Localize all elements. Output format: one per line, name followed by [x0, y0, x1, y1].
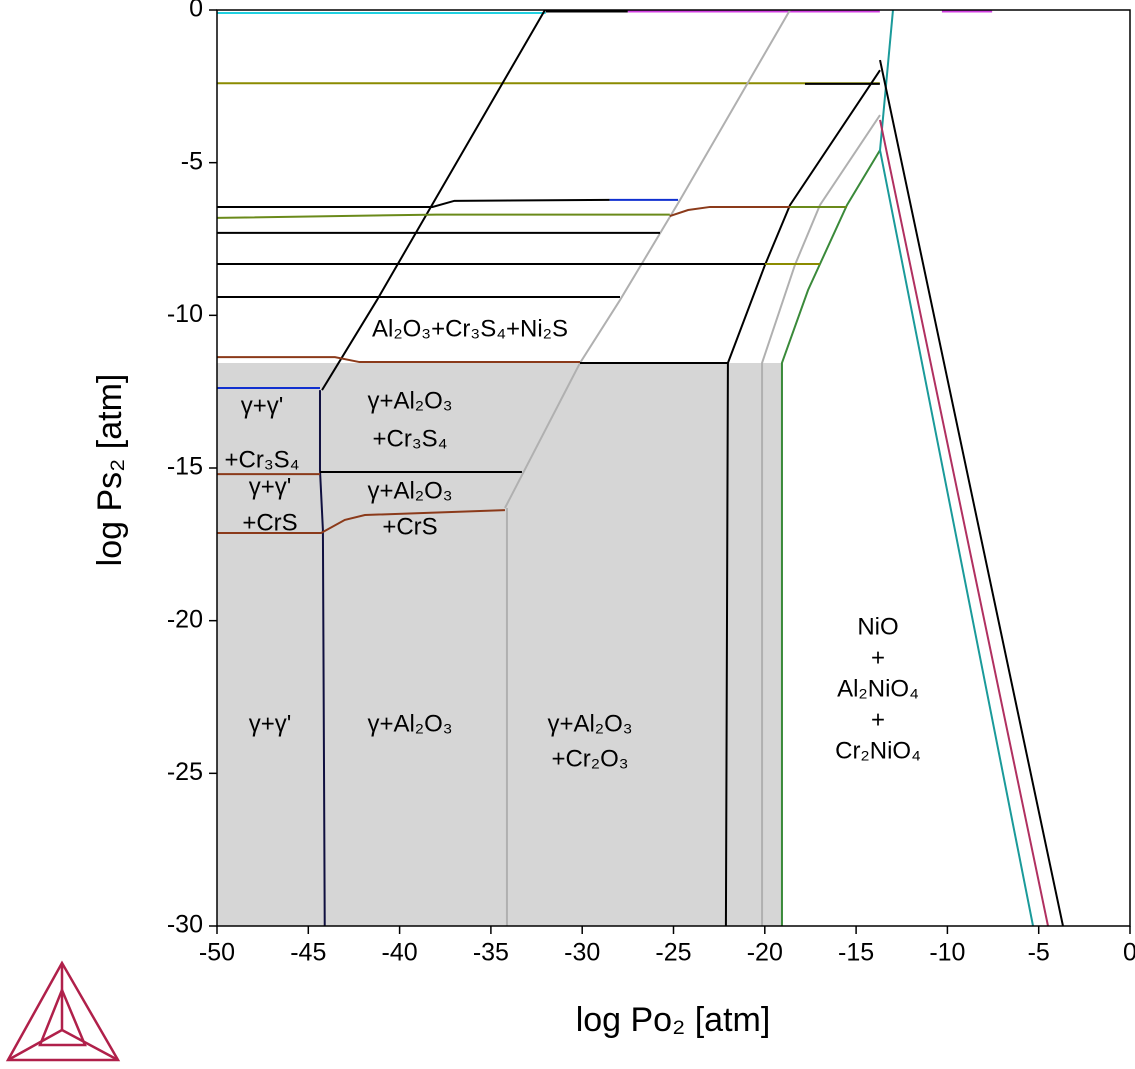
- region-label: +Cr₃S₄: [373, 425, 448, 452]
- phase-boundary: [879, 59, 1064, 927]
- region-label: +Cr₃S₄: [225, 446, 300, 473]
- region-label: +: [871, 644, 885, 671]
- phase-boundary: [321, 9, 546, 391]
- x-tick-label: -15: [838, 939, 874, 967]
- region-label: +CrS: [382, 513, 437, 540]
- x-tick-label: -5: [1028, 939, 1050, 967]
- region-label: γ+γ': [249, 473, 292, 500]
- y-tick-label: -30: [167, 911, 203, 939]
- y-tick-label: -25: [167, 758, 203, 786]
- y-tick-label: -10: [167, 300, 203, 328]
- y-tick-label: -15: [167, 453, 203, 481]
- y-tick-label: 0: [189, 0, 203, 23]
- phase-boundary: [879, 9, 1035, 927]
- region-label: γ+γ': [249, 710, 292, 737]
- region-label: γ+γ': [241, 392, 284, 419]
- shaded-region: [217, 362, 782, 926]
- region-label: +CrS: [242, 509, 297, 536]
- x-tick-label: -30: [564, 939, 600, 967]
- logo-triangle: [5, 960, 121, 1062]
- x-tick-label: -25: [655, 939, 691, 967]
- region-label: +: [871, 706, 885, 733]
- x-tick-label: -10: [929, 939, 965, 967]
- logo-spoke: [61, 1028, 119, 1062]
- region-label: γ+Al₂O₃: [367, 710, 452, 737]
- region-label: Al₂O₃+Cr₃S₄+Ni₂S: [372, 315, 568, 342]
- y-tick-label: -5: [181, 147, 203, 175]
- phase-boundary: [217, 356, 581, 364]
- phase-boundary: [780, 149, 881, 926]
- x-tick-label: -35: [473, 939, 509, 967]
- phase-boundary: [669, 205, 790, 218]
- phase-boundary: [217, 198, 610, 208]
- logo: [5, 960, 121, 1062]
- region-label: Al₂NiO₄: [837, 675, 919, 702]
- logo-inner: [38, 986, 87, 1047]
- region-label: +Cr₂O₃: [551, 745, 628, 772]
- region-label: γ+Al₂O₃: [367, 477, 452, 504]
- phase-boundary: [879, 119, 1049, 927]
- y-tick-label: -20: [167, 605, 203, 633]
- logo-spoke: [7, 1028, 63, 1062]
- x-axis-title: log Po₂ [atm]: [576, 1001, 771, 1039]
- y-axis-title: log Ps₂ [atm]: [91, 374, 129, 567]
- region-label: γ+Al₂O₃: [547, 710, 632, 737]
- x-tick-label: -40: [382, 939, 418, 967]
- phase-boundary: [504, 9, 791, 509]
- region-label: Cr₂NiO₄: [835, 737, 921, 764]
- phase-boundary: [318, 390, 326, 927]
- x-tick-label: -20: [747, 939, 783, 967]
- x-tick-label: -45: [290, 939, 326, 967]
- region-label: γ+Al₂O₃: [367, 387, 452, 414]
- phase-boundary: [217, 509, 505, 535]
- x-tick-label: 0: [1123, 939, 1135, 967]
- region-label: NiO: [857, 613, 898, 640]
- phase-boundary: [216, 213, 670, 219]
- x-tick-label: -50: [199, 939, 235, 967]
